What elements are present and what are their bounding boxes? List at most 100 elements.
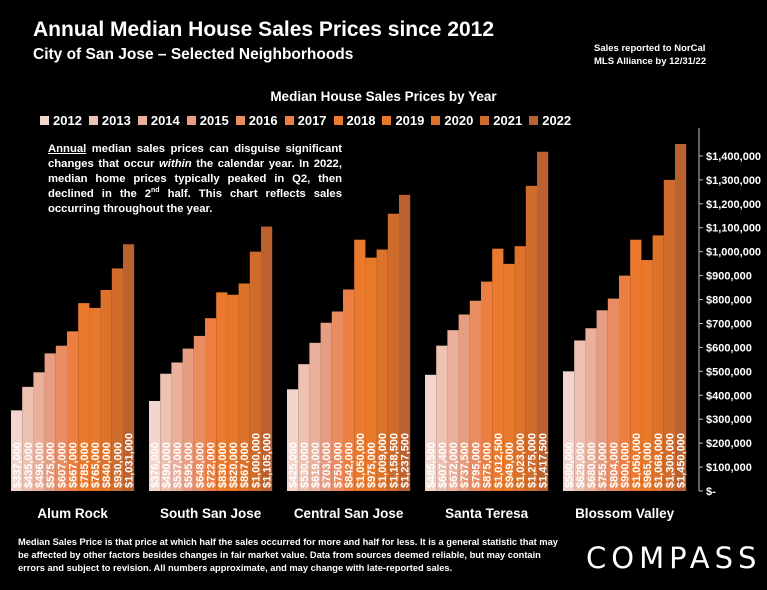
- legend-item-2017: 2017: [284, 113, 327, 128]
- category-label: Central San Jose: [294, 506, 404, 521]
- bar-data-label: $619,000: [310, 442, 322, 488]
- legend-swatch: [40, 116, 49, 125]
- bar-2019: [503, 263, 515, 491]
- bar-2013: [160, 373, 172, 491]
- bar-data-label: $1,023,000: [515, 433, 527, 488]
- source-note-line-2: MLS Alliance by 12/31/22: [594, 56, 707, 67]
- bar-data-label: $949,000: [504, 442, 516, 488]
- bar-data-label: $500,000: [564, 442, 576, 488]
- bar-data-label: $930,000: [112, 442, 124, 488]
- annotation-part: half. This chart reflects sales occurrin…: [48, 188, 342, 215]
- bar-data-label: $875,000: [482, 442, 494, 488]
- bar-data-label: $1,417,500: [538, 433, 550, 488]
- bar-2016: [193, 335, 205, 491]
- annotation-within: within: [159, 158, 192, 170]
- bar-2016: [55, 345, 67, 491]
- legend-label: 2022: [542, 113, 572, 128]
- source-note: Sales reported to NorCal MLS Alliance by…: [594, 42, 744, 68]
- legend-item-2013: 2013: [88, 113, 131, 128]
- y-tick-label: $200,000: [706, 438, 752, 450]
- bar-2015: [44, 353, 56, 491]
- legend-item-2016: 2016: [235, 113, 278, 128]
- y-tick-label: $400,000: [706, 390, 752, 402]
- legend-label: 2016: [248, 113, 278, 128]
- footnote: Median Sales Price is that price at whic…: [18, 537, 558, 573]
- bar-data-label: $795,000: [470, 442, 482, 488]
- legend-label: 2014: [150, 113, 180, 128]
- legend-swatch: [186, 116, 196, 125]
- bar-2020: [238, 283, 250, 491]
- annotation-part: the calendar year. In 2022, median home …: [48, 158, 342, 200]
- bar-data-label: $1,105,000: [262, 433, 274, 488]
- bar-2014: [447, 330, 459, 491]
- bar-data-label: $485,500: [426, 442, 438, 488]
- annotation-annual: Annual: [48, 143, 87, 155]
- category-label: Blossom Valley: [575, 506, 675, 521]
- legend-label: 2020: [444, 113, 474, 128]
- y-tick-label: $300,000: [706, 414, 752, 426]
- bar-2012: [425, 374, 437, 491]
- legend-swatch: [382, 116, 392, 125]
- bar-data-label: $842,000: [344, 442, 356, 488]
- y-tick-label: $1,000,000: [706, 247, 761, 259]
- y-tick-label: $900,000: [706, 271, 752, 283]
- bar-2012: [11, 410, 23, 491]
- bar-data-label: $1,275,000: [526, 433, 538, 488]
- bar-data-label: $1,068,000: [653, 433, 665, 488]
- bar-2018: [354, 239, 366, 491]
- bar-data-label: $672,000: [448, 442, 460, 488]
- source-note-line-1: Sales reported to NorCal: [594, 43, 706, 54]
- bar-data-label: $737,500: [459, 442, 471, 488]
- annotation-part: median sales prices can disguise signifi…: [48, 143, 342, 170]
- bar-data-label: $804,000: [608, 442, 620, 488]
- bar-2017: [67, 331, 79, 491]
- bar-2014: [585, 328, 597, 491]
- bar-data-label: $1,000,000: [250, 433, 262, 488]
- bar-2019: [365, 257, 377, 491]
- legend-item-2021: 2021: [480, 113, 522, 128]
- bar-2013: [436, 345, 448, 491]
- bar-data-label: $820,000: [228, 442, 240, 488]
- bar-2014: [171, 362, 183, 491]
- bar-2015: [596, 310, 608, 491]
- bar-2021: [111, 268, 123, 491]
- y-tick-label: $1,300,000: [706, 175, 761, 187]
- bar-2020: [376, 249, 388, 491]
- legend-label: 2018: [346, 113, 376, 128]
- bar-data-label: $607,400: [437, 442, 449, 488]
- bar-2012: [563, 371, 575, 491]
- bar-2022: [261, 226, 273, 491]
- bar-data-label: $435,000: [23, 442, 35, 488]
- bar-data-label: $830,000: [217, 442, 229, 488]
- y-tick-label: $1,400,000: [706, 151, 761, 163]
- bar-2013: [574, 340, 586, 491]
- bar-data-label: $629,000: [575, 442, 587, 488]
- bar-2018: [492, 248, 504, 491]
- bar-data-label: $648,000: [194, 442, 206, 488]
- bar-data-label: $1,300,000: [664, 433, 676, 488]
- legend-item-2018: 2018: [333, 113, 376, 128]
- bar-data-label: $595,000: [183, 442, 195, 488]
- y-tick-label: $600,000: [706, 342, 752, 354]
- bar-2020: [514, 246, 526, 491]
- bar-data-label: $575,000: [45, 442, 57, 488]
- bar-2017: [343, 289, 355, 491]
- bar-data-label: $667,000: [68, 442, 80, 488]
- category-label: Santa Teresa: [445, 506, 529, 521]
- legend-label: 2015: [199, 113, 229, 128]
- bar-2018: [78, 303, 90, 491]
- bar-data-label: $337,000: [12, 442, 24, 488]
- bar-data-label: $900,000: [620, 442, 632, 488]
- bar-2019: [227, 294, 239, 491]
- bar-data-label: $490,000: [161, 442, 173, 488]
- y-tick-label: $700,000: [706, 318, 752, 330]
- bar-2021: [249, 251, 261, 491]
- chart-subtitle: City of San Jose – Selected Neighborhood…: [33, 46, 354, 63]
- legend-item-2020: 2020: [431, 113, 473, 128]
- bar-2018: [630, 239, 642, 491]
- y-tick-label: $-: [706, 486, 716, 498]
- legend-item-2022: 2022: [529, 113, 571, 128]
- bar-data-label: $496,000: [34, 442, 46, 488]
- bar-2017: [619, 275, 631, 491]
